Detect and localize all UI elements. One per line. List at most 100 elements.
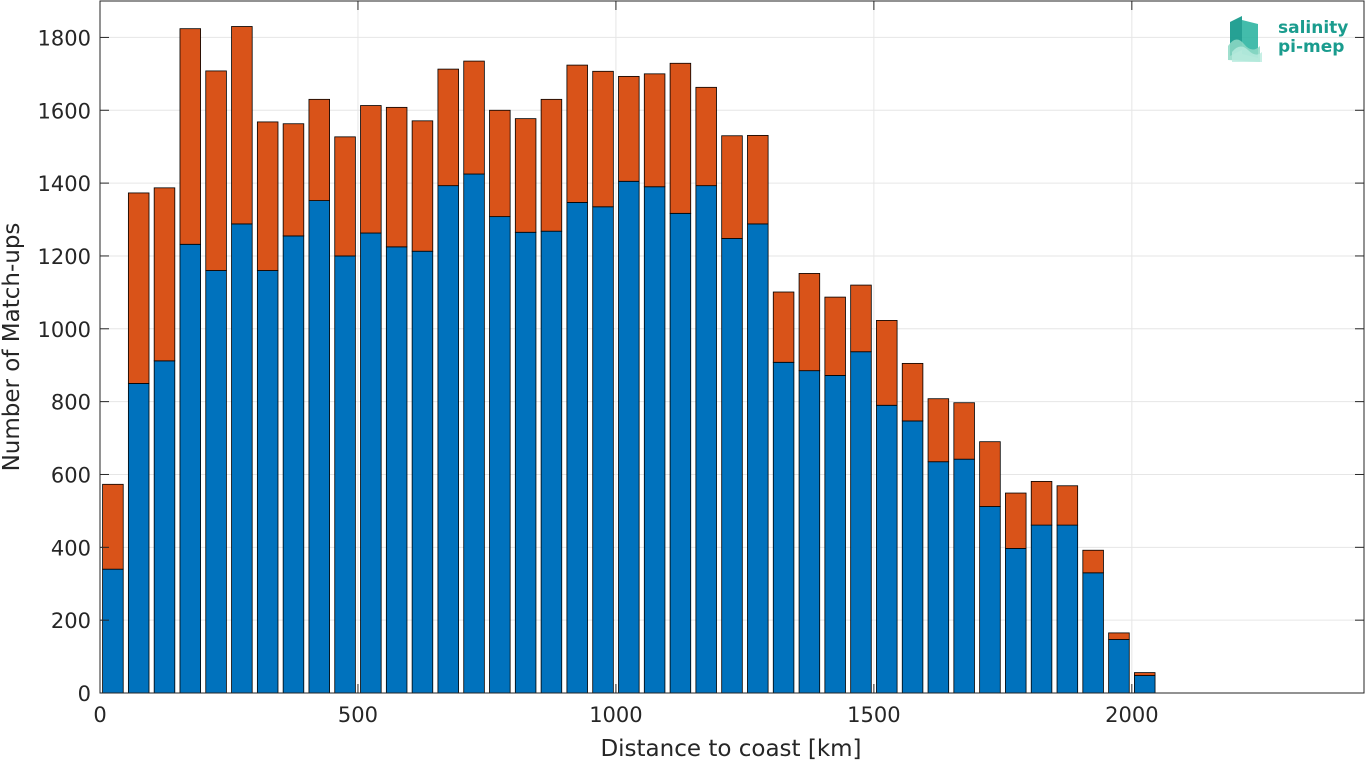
bar-series-1 xyxy=(979,506,1001,694)
bar-series-2 xyxy=(643,73,666,188)
bar-series-1 xyxy=(876,404,898,694)
bar-series-2 xyxy=(334,136,356,257)
bar-series-2 xyxy=(669,62,692,214)
bar-series-1 xyxy=(901,420,924,694)
bar-series-2 xyxy=(747,134,769,225)
bar-series-1 xyxy=(669,212,692,694)
bar-series-2 xyxy=(360,105,382,234)
bar-series-1 xyxy=(231,223,253,694)
bar-series-2 xyxy=(127,192,150,384)
y-axis-label: Number of Match-ups xyxy=(0,223,25,472)
x-tick-label: 1500 xyxy=(847,703,900,727)
y-tick-label: 1600 xyxy=(38,99,91,123)
bar-series-1 xyxy=(721,238,743,694)
bar-series-2 xyxy=(102,483,124,570)
bar-series-1 xyxy=(798,370,821,694)
bar-series-2 xyxy=(592,70,614,208)
y-tick-label: 1200 xyxy=(38,245,91,269)
bar-series-1 xyxy=(514,231,537,694)
bar-series-2 xyxy=(1108,632,1130,640)
bar-series-2 xyxy=(514,118,537,233)
bar-series-1 xyxy=(1134,675,1156,694)
bar-series-1 xyxy=(540,230,563,694)
bar-series-2 xyxy=(695,86,717,187)
bar-series-2 xyxy=(463,60,485,175)
y-tick-label: 0 xyxy=(78,682,91,706)
bar-series-2 xyxy=(618,75,640,182)
bars xyxy=(102,26,1156,694)
bar-series-2 xyxy=(1030,480,1053,526)
logo-text-salinity: salinity xyxy=(1278,18,1348,38)
bar-series-2 xyxy=(256,121,279,271)
bar-series-1 xyxy=(643,186,666,694)
bar-series-2 xyxy=(850,284,872,353)
bar-series-2 xyxy=(308,98,330,201)
bar-series-2 xyxy=(979,441,1001,507)
tick-marks xyxy=(99,1,1364,694)
salinity-pimep-logo: salinity pi-mep xyxy=(1228,16,1348,62)
bar-series-1 xyxy=(179,243,202,694)
bar-series-2 xyxy=(1056,485,1079,526)
bar-series-1 xyxy=(385,246,408,694)
x-tick-labels: 0 500 1000 1500 2000 xyxy=(93,703,1158,727)
x-tick-label: 1000 xyxy=(589,703,642,727)
bar-series-1 xyxy=(1056,524,1079,694)
y-tick-label: 400 xyxy=(51,536,91,560)
bar-series-2 xyxy=(901,362,924,422)
bar-series-1 xyxy=(953,458,975,694)
bar-series-1 xyxy=(282,235,305,694)
bar-series-2 xyxy=(489,109,511,218)
y-tick-label: 1000 xyxy=(38,318,91,342)
x-axis-label: Distance to coast [km] xyxy=(600,736,861,761)
y-tick-labels: 0 200 400 600 800 1000 1200 1400 1600 1800 xyxy=(38,26,91,706)
bar-series-1 xyxy=(1005,548,1027,694)
bar-series-2 xyxy=(798,273,821,372)
bar-series-2 xyxy=(1082,549,1104,574)
bar-series-1 xyxy=(566,202,588,694)
bar-series-1 xyxy=(256,270,279,694)
bar-series-1 xyxy=(772,361,795,694)
bar-series-1 xyxy=(1082,572,1104,694)
bar-series-1 xyxy=(205,270,227,694)
bar-series-1 xyxy=(592,206,614,694)
bar-series-2 xyxy=(231,26,253,225)
bar-series-2 xyxy=(1005,492,1027,549)
bar-series-1 xyxy=(489,216,511,694)
bar-series-2 xyxy=(205,70,227,271)
bar-series-1 xyxy=(411,250,434,694)
bar-series-1 xyxy=(437,185,459,694)
y-tick-label: 1800 xyxy=(38,26,91,50)
bar-series-1 xyxy=(1108,639,1130,694)
x-tick-label: 2000 xyxy=(1105,703,1158,727)
y-tick-label: 200 xyxy=(51,609,91,633)
bar-series-1 xyxy=(153,360,176,694)
y-tick-label: 800 xyxy=(51,391,91,415)
bar-series-1 xyxy=(927,461,950,694)
bar-series-1 xyxy=(618,180,640,694)
bar-series-2 xyxy=(876,320,898,406)
bar-series-2 xyxy=(282,123,305,237)
bar-series-1 xyxy=(850,351,872,694)
bar-series-2 xyxy=(1134,672,1156,676)
bar-series-2 xyxy=(437,68,459,187)
bar-series-1 xyxy=(127,383,150,694)
bar-series-2 xyxy=(153,187,176,362)
bar-series-1 xyxy=(463,173,485,694)
bar-series-2 xyxy=(927,398,950,463)
bar-series-2 xyxy=(953,402,975,460)
bar-series-1 xyxy=(360,232,382,694)
bar-series-2 xyxy=(385,106,408,248)
axes-box xyxy=(99,0,1365,694)
bar-series-1 xyxy=(695,185,717,694)
bar-series-1 xyxy=(1030,524,1053,694)
bar-series-2 xyxy=(772,291,795,363)
bar-series-1 xyxy=(334,255,356,694)
bar-series-2 xyxy=(179,28,202,245)
x-tick-label: 500 xyxy=(338,703,378,727)
x-tick-label: 0 xyxy=(93,703,106,727)
bar-series-2 xyxy=(824,296,846,376)
bar-series-1 xyxy=(308,200,330,694)
salinity-logo-icon xyxy=(1228,16,1262,62)
bar-series-2 xyxy=(721,135,743,239)
